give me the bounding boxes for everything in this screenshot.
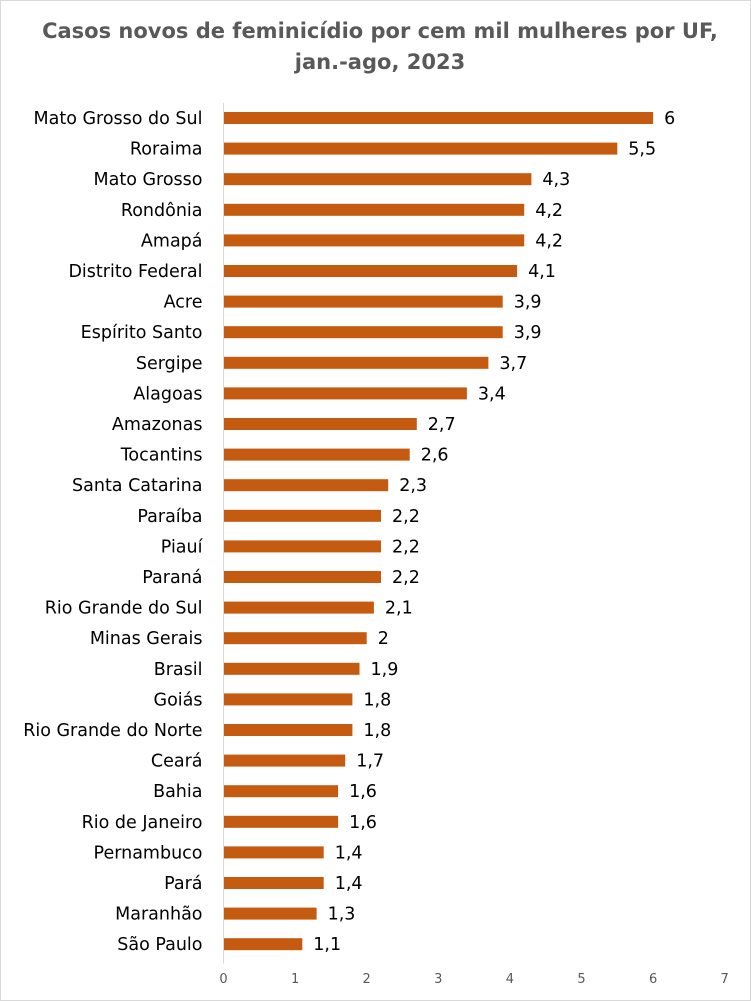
category-label: Mato Grosso [94,170,203,190]
category-label: Maranhão [115,905,202,925]
bar [223,142,618,155]
data-label: 2,2 [392,568,420,588]
data-label: 2 [378,629,389,649]
x-tick-label: 7 [721,972,729,987]
data-label: 3,4 [478,384,506,404]
category-label: Distrito Federal [68,262,202,282]
x-tick-label: 5 [577,972,585,987]
x-tick-label: 3 [434,972,442,987]
data-label: 1,6 [349,782,377,802]
x-tick-label: 2 [363,972,371,987]
data-label: 1,9 [371,660,399,680]
category-label: Pará [164,874,202,894]
bar [223,662,360,675]
category-labels-group: Mato Grosso do Sul Roraima Mato Grosso Rond… [23,109,203,955]
bar [223,846,324,859]
data-label: 1,1 [313,935,341,955]
bar [223,724,353,736]
data-label: 1,6 [349,813,377,833]
data-label: 1,4 [335,843,363,863]
category-label: Amapá [141,231,203,251]
bar [223,448,410,461]
category-label: Acre [164,293,203,313]
category-label: Mato Grosso do Sul [34,109,203,129]
data-label: 5,5 [628,140,656,160]
bar [223,571,381,583]
x-tick-label: 4 [506,972,514,987]
data-label: 3,9 [514,293,542,313]
data-label: 1,8 [363,721,391,741]
category-label: Alagoas [133,384,202,404]
category-label: Paraná [142,568,202,588]
x-tick-labels-group: 0 1 2 3 4 5 6 7 [219,972,728,987]
data-label: 2,3 [399,476,427,496]
data-label: 3,7 [499,354,527,374]
category-label: Ceará [151,752,203,772]
category-label: Rondônia [121,201,203,221]
bar [223,173,532,186]
data-label: 4,3 [542,170,570,190]
data-label: 2,7 [428,415,456,435]
bar [223,203,525,216]
bar [223,601,374,614]
bar [223,509,381,522]
bar [223,479,389,492]
x-tick-label: 6 [649,972,657,987]
category-label: Rio Grande do Sul [45,599,203,619]
data-label: 2,1 [385,599,413,619]
bar [223,907,317,920]
category-label: Rio de Janeiro [82,813,203,833]
bar [223,632,367,645]
x-tick-label: 0 [219,972,227,987]
category-label: Tocantins [120,446,203,466]
category-label: Roraima [130,140,203,160]
data-label: 1,3 [328,905,356,925]
category-label: Minas Gerais [90,629,203,649]
bars-group [223,112,654,951]
bar [223,112,654,124]
value-labels-group: 6 5,5 4,3 4,2 4,2 4,1 3,9 3,9 3,7 3,4 2,7 2,6 2,3 2,2… [313,109,675,955]
category-label: Goiás [154,690,203,710]
bar [223,356,489,369]
chart-title: Casos novos de feminicídio por cem mil m… [42,19,718,74]
bar [223,938,303,951]
data-label: 2,2 [392,537,420,557]
bar [223,877,324,889]
data-label: 2,6 [421,446,449,466]
category-label: Piauí [161,537,204,557]
category-label: Bahia [153,782,202,802]
bar [223,754,346,767]
category-label: Santa Catarina [72,476,202,496]
data-label: 4,2 [535,231,563,251]
data-label: 1,7 [356,752,384,772]
x-tick-label: 1 [291,972,299,987]
data-label: 2,2 [392,507,420,527]
bar [223,234,525,247]
data-label: 3,9 [514,323,542,343]
bar [223,295,503,308]
bar [223,815,339,828]
category-label: Sergipe [136,354,203,374]
category-label: Rio Grande do Norte [23,721,202,741]
category-label: Paraíba [137,507,202,527]
data-label: 6 [664,109,675,129]
category-label: Amazonas [112,415,203,435]
bar [223,326,503,339]
bar [223,785,339,798]
category-label: Pernambuco [94,843,203,863]
data-label: 4,1 [528,262,556,282]
data-label: 1,4 [335,874,363,894]
bar [223,265,518,277]
category-label: Espírito Santo [81,323,203,343]
bar [223,387,467,400]
data-label: 1,8 [363,690,391,710]
bar [223,418,417,430]
category-label: Brasil [154,660,203,680]
bar [223,540,381,553]
data-label: 4,2 [535,201,563,221]
category-label: São Paulo [117,935,202,955]
bar [223,693,353,706]
